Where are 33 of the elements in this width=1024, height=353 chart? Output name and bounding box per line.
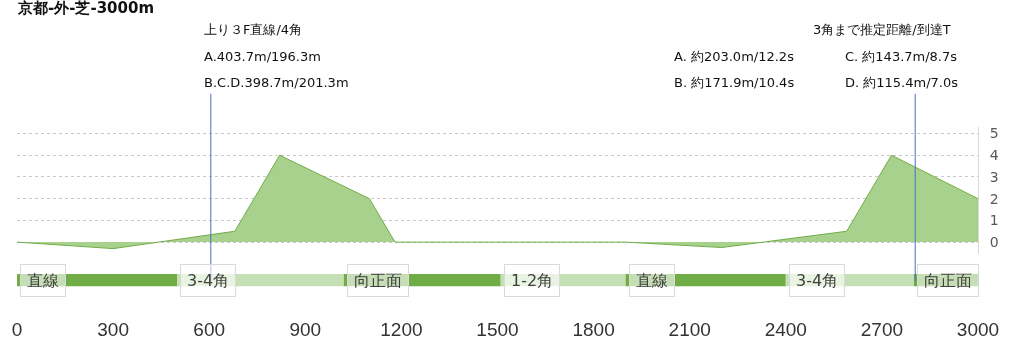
x-tick-label: 3000 [956,319,1000,340]
x-tick-label: 0 [11,319,23,340]
series-label: 向正面 [354,271,402,290]
series-label: 向正面 [924,271,972,290]
x-tick-label: 2700 [860,319,904,340]
text: C. 約143.7m/8.7s [845,49,958,64]
x-tick-label: 900 [289,319,322,340]
series-label: 直線 [636,271,668,290]
y-tick-label: 1 [989,212,999,229]
x-tick-label: 1800 [572,319,615,340]
text: D. 約115.4m/7.0s [845,75,959,90]
y-tick-label: 4 [989,147,999,164]
chart-title: 京都-外-芝-3000m [17,0,155,17]
series-label: 直線 [27,271,59,290]
series-label: 1-2角 [511,271,554,290]
text: B.C.D.398.7m/201.3m [204,75,349,90]
y-tick-label: 2 [989,190,999,207]
text: A. 約203.0m/12.2s [674,49,795,64]
y-tick-label: 5 [989,125,999,142]
text: B. 約171.9m/10.4s [674,75,795,90]
x-tick-label: 1500 [476,319,519,340]
text: A.403.7m/196.3m [204,49,321,64]
text: 上り３F直線/4角 [204,22,303,37]
x-tick-label: 1200 [380,319,423,340]
text: 3角まで推定距離/到達T [813,22,951,37]
series-label: 3-4角 [187,271,230,290]
series-label: 3-4角 [796,271,839,290]
x-tick-label: 300 [97,319,129,340]
x-tick-label: 2100 [668,319,711,340]
y-tick-label: 0 [989,234,999,251]
x-tick-label: 2400 [764,319,807,340]
y-tick-label: 3 [989,168,999,185]
x-tick-label: 600 [193,319,226,340]
